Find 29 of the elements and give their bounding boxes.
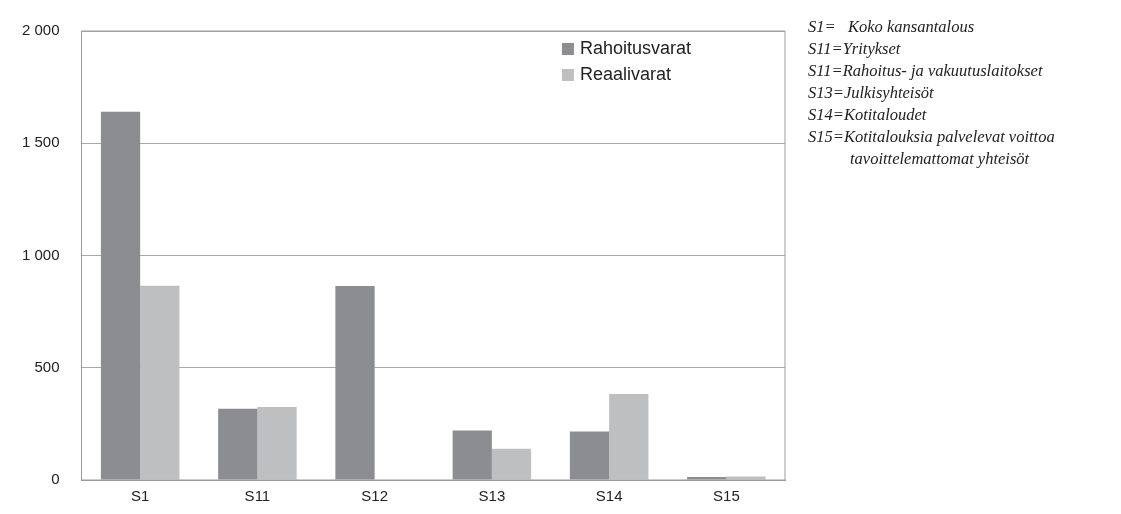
bar	[726, 476, 766, 480]
bar	[218, 408, 258, 480]
x-tick-label: S13	[478, 487, 506, 505]
x-tick-label: S11	[244, 487, 271, 505]
bar	[491, 448, 532, 480]
text: S14=Kotitaloudet	[808, 104, 928, 126]
bar	[452, 430, 492, 480]
bar	[335, 286, 375, 480]
x-tick-label: S1	[130, 487, 150, 505]
bar	[569, 431, 610, 480]
x-tick-label: S14	[595, 487, 623, 505]
bar	[609, 394, 649, 480]
y-tick-label: 1 500	[21, 133, 60, 151]
text: S11=Rahoitus- ja vakuutuslaitokset	[808, 60, 1044, 82]
y-tick-label: 2 000	[21, 21, 60, 39]
text: S15=Kotitalouksia palvelevat voittoa tavoittelemattomat yhteisöt	[808, 126, 1056, 170]
legend-label: Rahoitusvarat	[579, 37, 691, 58]
legend-label: Reaalivarat	[579, 63, 671, 84]
y-tick-label: 0	[51, 470, 60, 488]
text: S13=Julkisyhteisöt	[808, 82, 935, 104]
x-tick-label: S15	[713, 487, 740, 505]
text: S11=Yritykset	[808, 38, 902, 60]
bar	[100, 111, 141, 480]
bar	[257, 407, 297, 480]
x-tick-label: S12	[361, 487, 388, 505]
y-tick-label: 500	[34, 357, 60, 375]
y-tick-label: 1 000	[21, 245, 60, 263]
text: S1= Koko kansantalous	[808, 16, 976, 38]
bar	[140, 285, 180, 480]
